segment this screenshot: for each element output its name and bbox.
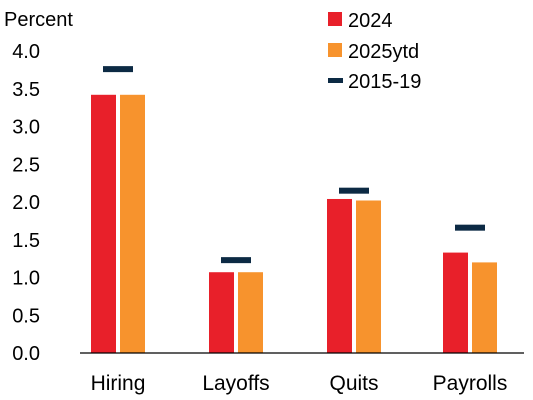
x-tick-label: Quits: [329, 372, 378, 395]
legend: 2024 2025ytd 2015-19: [328, 10, 421, 93]
bar-2024-hiring: [91, 94, 116, 353]
bar-2025ytd-payrolls: [472, 262, 497, 353]
marker-2015-19-hiring: [103, 66, 133, 73]
bar-2024-layoffs: [209, 272, 234, 353]
marker-2015-19-layoffs: [221, 257, 251, 264]
y-tick-label: 1.0: [12, 268, 40, 290]
y-tick-label: 4.0: [12, 41, 40, 63]
bars: [91, 94, 497, 353]
y-tick-label: 2.0: [12, 192, 40, 214]
legend-swatch: [328, 78, 343, 83]
x-tick-label: Layoffs: [202, 372, 269, 395]
x-tick-label: Hiring: [91, 372, 146, 395]
y-tick-label: 0.0: [12, 343, 40, 365]
bar-2025ytd-hiring: [120, 94, 145, 353]
legend-label: 2015-19: [348, 71, 421, 93]
x-tick-label: Payrolls: [433, 372, 508, 395]
legend-swatch: [328, 12, 342, 26]
y-axis-ticks: 0.0 0.5 1.0 1.5 2.0 2.5 3.0 3.5 4.0: [12, 41, 40, 365]
bar-2025ytd-layoffs: [238, 272, 263, 353]
legend-swatch: [328, 43, 342, 57]
benchmark-markers: [103, 66, 485, 264]
y-tick-label: 2.5: [12, 154, 40, 176]
y-tick-label: 1.5: [12, 230, 40, 252]
bar-2024-quits: [327, 198, 352, 353]
unit-label: Percent: [4, 9, 73, 31]
legend-label: 2024: [348, 10, 393, 32]
x-axis-labels: Hiring Layoffs Quits Payrolls: [91, 372, 508, 395]
bar-2024-payrolls: [443, 252, 468, 353]
bar-2025ytd-quits: [356, 200, 381, 353]
marker-2015-19-payrolls: [455, 224, 485, 231]
legend-label: 2025ytd: [348, 41, 419, 63]
y-tick-label: 3.5: [12, 79, 40, 101]
y-tick-label: 0.5: [12, 305, 40, 327]
marker-2015-19-quits: [339, 187, 369, 194]
y-tick-label: 3.0: [12, 117, 40, 139]
